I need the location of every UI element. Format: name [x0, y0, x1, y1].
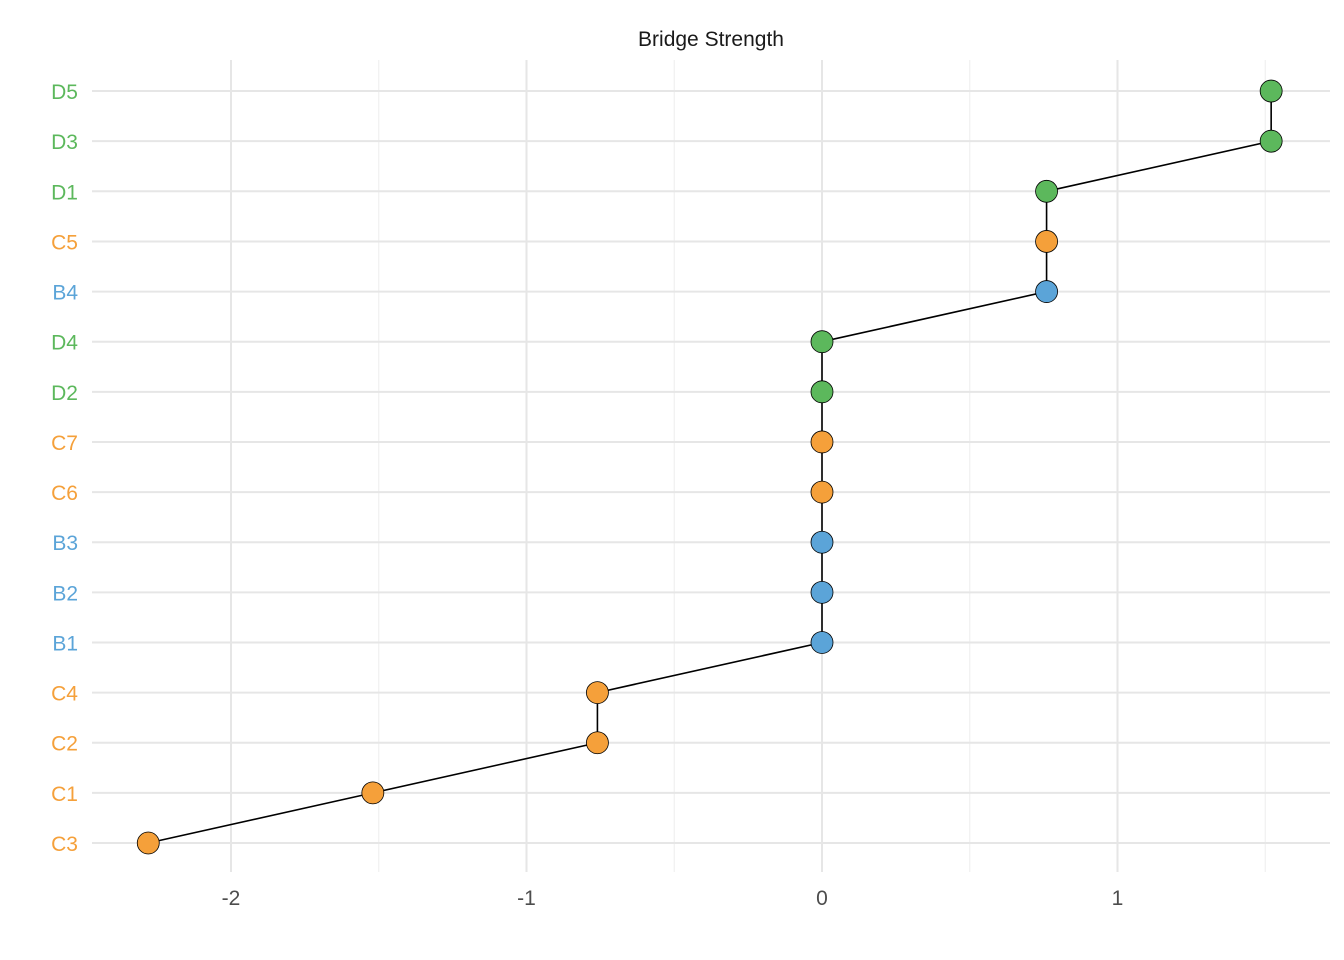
- y-tick-label: C2: [51, 733, 78, 756]
- series-line: [148, 91, 1272, 844]
- x-tick-label: 0: [816, 887, 828, 910]
- x-tick-label: -2: [222, 887, 241, 910]
- data-point-d5: [1259, 79, 1283, 103]
- y-tick-label: D1: [51, 181, 78, 204]
- y-tick-label: B3: [52, 532, 78, 555]
- data-point-c1: [361, 781, 385, 805]
- y-tick-label: C7: [51, 432, 78, 455]
- data-point-d2: [810, 380, 834, 404]
- y-tick-label: D4: [51, 332, 78, 355]
- data-point-b1: [810, 631, 834, 654]
- data-points: [136, 79, 1283, 855]
- data-point-b4: [1035, 280, 1058, 303]
- data-point-c5: [1035, 230, 1058, 253]
- grid-lines: [92, 60, 1330, 872]
- strength-line: [148, 91, 1272, 844]
- x-tick-label: -1: [517, 887, 536, 910]
- chart-title: Bridge Strength: [638, 28, 784, 51]
- data-point-c6: [810, 480, 834, 504]
- data-point-d1: [1035, 179, 1058, 203]
- data-point-d3: [1259, 129, 1283, 153]
- data-point-c7: [810, 430, 834, 454]
- y-tick-label: D3: [51, 131, 78, 154]
- y-tick-label: D5: [51, 81, 78, 104]
- data-point-c3: [136, 831, 160, 855]
- data-point-b2: [810, 580, 834, 604]
- data-point-c4: [586, 681, 609, 705]
- y-axis-tick-labels: C3 C1 C2 C4 B1 B2 B3 C6 C7 D2 D4 B4 C5 D1 D3 D5: [51, 81, 78, 856]
- y-tick-label: C4: [51, 683, 78, 706]
- y-tick-label: B4: [52, 282, 78, 305]
- y-tick-label: C5: [51, 231, 78, 254]
- data-point-d4: [810, 330, 834, 354]
- y-tick-label: B1: [52, 632, 78, 655]
- x-axis-tick-labels: -2 -1 0 1: [222, 887, 1124, 910]
- data-point-c2: [586, 731, 609, 755]
- y-tick-label: C3: [51, 833, 78, 856]
- data-point-b3: [810, 530, 834, 554]
- y-tick-label: B2: [52, 582, 78, 605]
- y-tick-label: D2: [51, 382, 78, 405]
- y-tick-label: C1: [51, 783, 78, 806]
- x-tick-label: 1: [1112, 887, 1124, 910]
- y-tick-label: C6: [51, 482, 78, 505]
